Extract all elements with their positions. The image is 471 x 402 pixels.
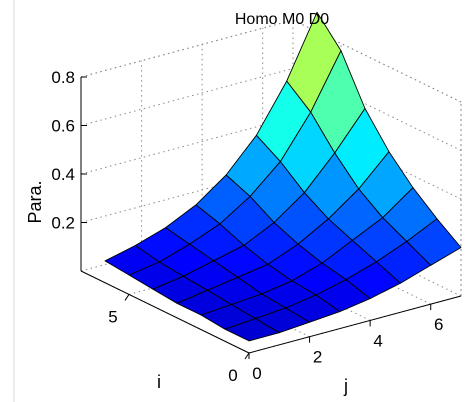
surface-layer (104, 11, 462, 342)
y-axis-label: i (157, 372, 161, 392)
x-gridline (141, 60, 310, 338)
z-tick-label: 0.2 (51, 214, 75, 233)
y-axis-line (80, 270, 250, 354)
x-tick-label: 4 (373, 331, 382, 350)
x-gridline (201, 44, 371, 321)
z-tick-label: 0.4 (51, 165, 75, 184)
surface-patch (224, 318, 280, 342)
x-tick-label: 0 (252, 364, 261, 383)
z-tick-label: 0.8 (51, 68, 75, 87)
z-axis-label: Para. (25, 180, 45, 223)
x-axis-line (248, 295, 462, 354)
z-gridline (80, 19, 462, 103)
y-tick (244, 352, 250, 360)
axis-layer: 0.2 0.4 0.6 0.8 0 2 4 6 0 5 (51, 68, 462, 385)
y-tick (124, 294, 130, 301)
x-axis-label: j (343, 376, 348, 396)
z-tick-label: 0.6 (51, 117, 75, 136)
x-tick-label: 2 (313, 348, 322, 367)
chart-title: Homo M0 D0 (235, 11, 329, 28)
y-tick-label: 5 (108, 307, 117, 326)
wall-top-edge (80, 19, 462, 103)
x-gridline (262, 28, 431, 305)
y-tick-label: 0 (228, 366, 237, 385)
x-tick-label: 6 (434, 315, 443, 334)
